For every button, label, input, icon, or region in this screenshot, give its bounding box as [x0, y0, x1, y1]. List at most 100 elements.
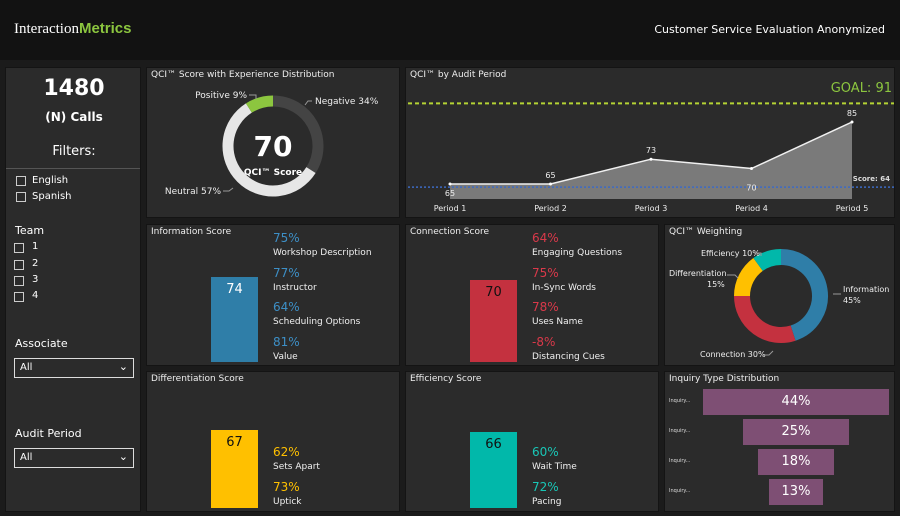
checkbox-label: 3: [32, 274, 39, 285]
metric-percent: 64%: [273, 300, 300, 314]
audit-period-label: Audit Period: [15, 427, 82, 440]
header: InteractionMetrics Customer Service Eval…: [0, 0, 900, 60]
metric-percent: 75%: [273, 231, 300, 245]
data-point[interactable]: [850, 120, 854, 124]
inquiry-label: Inquiry...: [669, 428, 691, 434]
metric-label: Pacing: [532, 497, 562, 507]
checkbox-spanish[interactable]: [16, 192, 26, 202]
data-label: 85: [847, 109, 857, 118]
weighting-donut: Efficiency 10% Differentiation 15% Infor…: [669, 249, 889, 359]
metric-percent: 62%: [273, 445, 300, 459]
weighting-segment-differentiation[interactable]: [734, 257, 764, 297]
metric-label: Scheduling Options: [273, 317, 361, 327]
chevron-down-icon: ⌄: [118, 360, 128, 373]
efficiency-score-panel: Efficiency Score 66 60% Wait Time 72% Pacing: [405, 371, 659, 512]
differentiation-score-panel: Differentiation Score 67 62% Sets Apart 73%…: [146, 371, 400, 512]
data-point[interactable]: [649, 157, 653, 161]
x-tick-label: Period 1: [434, 204, 467, 213]
weighting-segment-connection[interactable]: [734, 295, 796, 343]
metric-percent: 73%: [273, 480, 300, 494]
checkbox-label: 2: [32, 258, 39, 269]
checkbox-english[interactable]: [16, 176, 26, 186]
logo-text: Interaction: [14, 21, 79, 37]
inquiry-label: Inquiry...: [669, 458, 691, 464]
qci-score-panel: QCI™ Score with Experience Distribution …: [146, 67, 400, 218]
score-bar[interactable]: 74: [211, 277, 258, 362]
associate-label: Associate: [15, 337, 68, 350]
metric-percent: 78%: [532, 300, 559, 314]
report-title: Customer Service Evaluation Anonymized: [654, 23, 885, 36]
metric-label: In-Sync Words: [532, 283, 596, 293]
funnel-value: 18%: [781, 454, 811, 469]
checkbox-team-2[interactable]: [14, 260, 24, 270]
data-label: 70: [746, 184, 756, 193]
differentiation-pct: 15%: [707, 280, 725, 289]
x-tick-label: Period 5: [836, 204, 869, 213]
audit-area-chart: GOAL: 91 Opening Average Score: 64 65Per…: [408, 81, 894, 213]
metric-percent: -8%: [532, 335, 556, 349]
neutral-label: Neutral 57%: [165, 187, 222, 197]
checkbox-label: 4: [32, 290, 39, 301]
audit-period-select[interactable]: All ⌄: [14, 448, 134, 468]
score-bar[interactable]: 66: [470, 432, 517, 508]
weighting-segment-efficiency[interactable]: [753, 249, 782, 272]
metric-label: Value: [273, 352, 298, 362]
qci-score-label: QCI™ Score: [244, 168, 302, 178]
logo-accent: Metrics: [78, 20, 132, 37]
metric-percent: 75%: [532, 266, 559, 280]
metric-label: Distancing Cues: [532, 352, 605, 362]
call-count-label: (N) Calls: [45, 110, 103, 124]
inquiry-label: Inquiry...: [669, 488, 691, 494]
checkbox-team-4[interactable]: [14, 292, 24, 302]
checkbox-team-1[interactable]: [14, 243, 24, 253]
checkbox-team-3[interactable]: [14, 276, 24, 286]
weighting-segment-information[interactable]: [780, 249, 828, 341]
funnel-bar[interactable]: 25%: [743, 419, 849, 445]
funnel-bar[interactable]: 18%: [757, 449, 835, 475]
data-label: 65: [545, 171, 555, 180]
data-point[interactable]: [448, 182, 452, 186]
panel-title: QCI™ by Audit Period: [410, 70, 507, 80]
metric-label: Workshop Description: [273, 248, 372, 258]
divider: [6, 168, 140, 169]
gauge-segment: [272, 95, 324, 174]
data-point[interactable]: [549, 182, 552, 186]
information-label: Information: [843, 285, 889, 294]
metric-label: Uptick: [273, 497, 302, 507]
associate-select[interactable]: All ⌄: [14, 358, 134, 378]
funnel-bar[interactable]: 44%: [703, 389, 889, 415]
score-value: 67: [226, 435, 243, 450]
team-label: Team: [15, 224, 45, 237]
data-point[interactable]: [750, 167, 753, 170]
score-bar[interactable]: 67: [211, 430, 258, 508]
x-tick-label: Period 4: [735, 204, 768, 213]
gauge-segment: [222, 103, 316, 197]
metric-percent: 60%: [532, 445, 559, 459]
panel-title: Connection Score: [410, 227, 489, 237]
panel-title: QCI™ Weighting: [669, 227, 743, 237]
metric-label: Engaging Questions: [532, 248, 623, 258]
funnel-bar[interactable]: 13%: [768, 479, 824, 505]
score-value: 70: [485, 285, 502, 300]
inquiry-distribution-panel: Inquiry Type Distribution Inquiry... 44% I…: [664, 371, 895, 512]
select-value: All: [20, 452, 33, 463]
inquiry-label: Inquiry...: [669, 398, 691, 404]
metric-label: Wait Time: [532, 462, 577, 472]
filters-label: Filters:: [52, 144, 96, 159]
differentiation-label: Differentiation: [669, 269, 727, 278]
score-bar[interactable]: 70: [470, 280, 517, 362]
funnel-value: 44%: [781, 394, 811, 409]
negative-label: Negative 34%: [315, 97, 379, 107]
checkbox-label: English: [32, 175, 69, 186]
metric-percent: 81%: [273, 335, 300, 349]
panel-title: QCI™ Score with Experience Distribution: [151, 70, 335, 80]
efficiency-label: Efficiency 10%: [701, 249, 760, 258]
funnel-value: 25%: [781, 424, 811, 439]
metric-label: Uses Name: [532, 317, 583, 327]
information-score-panel: Information Score 74 75% Workshop Descript…: [146, 224, 400, 366]
connection-score-panel: Connection Score 70 64% Engaging Questions…: [405, 224, 659, 366]
data-label: 73: [646, 146, 656, 155]
chevron-down-icon: ⌄: [118, 450, 128, 463]
qci-score-value: 70: [254, 130, 293, 163]
metric-label: Instructor: [273, 283, 317, 293]
